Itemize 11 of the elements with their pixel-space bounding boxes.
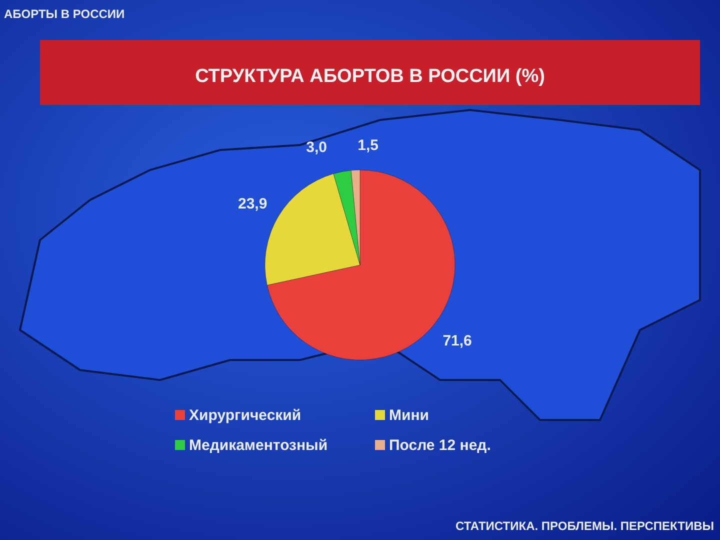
data-label: 71,6 bbox=[442, 332, 472, 350]
legend-label: После 12 нед. bbox=[389, 437, 491, 454]
text: АБОРТЫ В РОССИИ bbox=[4, 7, 125, 21]
data-label: 3,0 bbox=[306, 139, 328, 156]
chart-title: СТРУКТУРА АБОРТОВ В РОССИИ (%) bbox=[195, 66, 545, 87]
text: СТАТИСТИКА. ПРОБЛЕМЫ. ПЕРСПЕКТИВЫ bbox=[455, 519, 714, 533]
legend-label: Мини bbox=[389, 407, 429, 424]
legend-label: Медикаментозный bbox=[189, 437, 328, 454]
legend-label: Хирургический bbox=[189, 407, 302, 424]
data-label: 1,5 bbox=[358, 137, 379, 154]
data-label: 23,9 bbox=[238, 196, 268, 213]
